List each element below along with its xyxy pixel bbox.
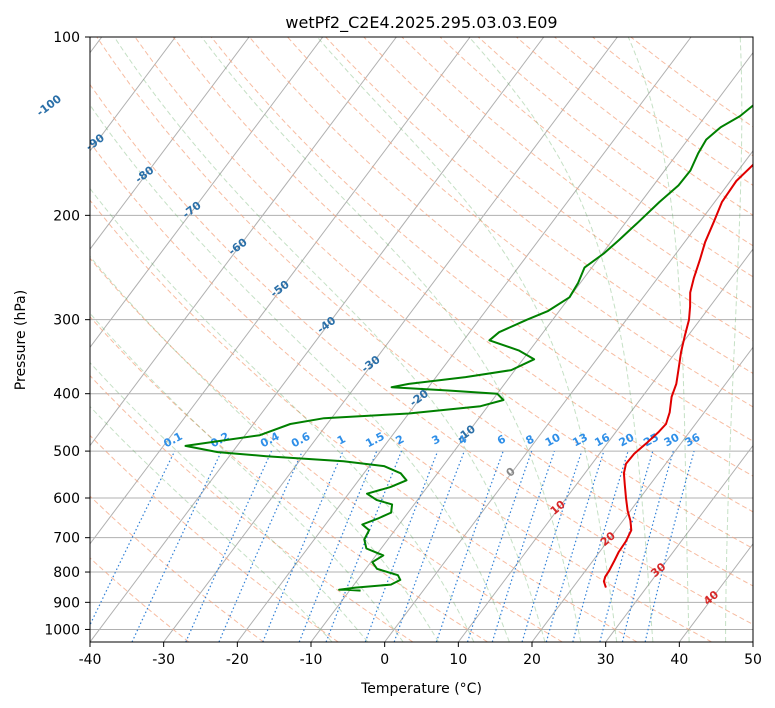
isotherm-line — [90, 37, 250, 250]
mixing-ratio-label: 16 — [592, 431, 612, 450]
y-tick-label: 100 — [53, 30, 80, 46]
mixing-ratio-line — [218, 450, 303, 642]
plot-background — [90, 37, 753, 642]
moist-adiabat-line — [468, 37, 654, 642]
isotherm-line — [531, 346, 753, 642]
mixing-ratio-line — [262, 450, 344, 642]
y-tick-label: 400 — [53, 387, 80, 403]
moist-adiabat-line — [113, 37, 546, 642]
mixing-ratio-line — [599, 450, 654, 642]
mixing-ratio-line — [491, 450, 555, 642]
mixing-ratio-line — [644, 450, 695, 642]
moist-adiabat-line — [627, 37, 690, 642]
isotherm-label: -100 — [34, 92, 64, 119]
isotherm-line — [90, 37, 176, 152]
dry-adiabat-line — [363, 37, 753, 342]
isotherm-line — [384, 150, 753, 642]
moist-adiabat-line — [725, 37, 743, 642]
isotherm-line — [163, 37, 618, 642]
y-tick-label: 900 — [53, 595, 80, 611]
x-tick-label: 30 — [597, 652, 615, 668]
moist-adiabat-line — [90, 405, 333, 642]
dry-adiabat-line — [90, 83, 753, 625]
isotherm-line — [90, 37, 471, 545]
isotherm-line — [236, 37, 692, 642]
isotherm-line — [605, 444, 753, 642]
y-tick-label: 200 — [53, 208, 80, 224]
dry-adiabat-line — [90, 374, 414, 642]
y-tick-label: 600 — [53, 491, 80, 507]
mixing-ratio-line — [572, 450, 629, 642]
dry-adiabat-line — [401, 37, 753, 309]
moist-adiabat-line — [201, 37, 582, 642]
dry-adiabat-line — [90, 434, 339, 642]
dry-adiabat-line — [134, 37, 753, 550]
y-tick-label: 300 — [53, 313, 80, 329]
isotherm-line — [457, 248, 753, 642]
dewpoint-profile-line — [184, 104, 753, 592]
moist-adiabat-line — [90, 187, 475, 642]
moist-adiabat-line — [90, 312, 404, 642]
mixing-ratio-line — [325, 450, 403, 642]
isotherm-line — [752, 641, 753, 642]
x-tick-label: 0 — [380, 652, 389, 668]
dry-adiabat-line — [90, 141, 712, 642]
isotherm-line — [90, 37, 545, 642]
x-axis-label: Temperature (°C) — [360, 681, 482, 697]
isotherm-line — [90, 37, 324, 349]
dry-adiabat-line — [210, 37, 753, 477]
y-tick-label: 800 — [53, 565, 80, 581]
moist-adiabat-line — [90, 255, 439, 642]
moist-adiabat-line — [316, 37, 618, 642]
x-tick-label: -10 — [300, 652, 323, 668]
dry-adiabat-line — [249, 37, 753, 442]
plot-frame — [89, 36, 754, 643]
x-tick-label: 40 — [670, 652, 688, 668]
x-tick-label: -40 — [79, 652, 102, 668]
y-tick-label: 1000 — [44, 622, 80, 638]
mixing-ratio-line — [393, 450, 465, 642]
y-tick-label: 500 — [53, 444, 80, 460]
mixing-ratio-label: 30 — [662, 431, 682, 450]
mixing-ratio-line — [521, 450, 583, 642]
mixing-ratio-label: 36 — [683, 431, 703, 450]
dry-adiabat-line — [172, 37, 753, 513]
x-tick-label: 50 — [744, 652, 762, 668]
mixing-ratio-label: 20 — [617, 431, 637, 450]
mixing-ratio-line — [185, 450, 273, 642]
mixing-ratio-line — [466, 450, 533, 642]
dry-adiabat-line — [90, 557, 190, 642]
dry-adiabat-line — [90, 315, 488, 642]
y-tick-label: 700 — [53, 531, 80, 547]
dry-adiabat-line — [90, 199, 638, 642]
x-tick-label: 10 — [449, 652, 467, 668]
x-tick-label: -30 — [152, 652, 175, 668]
mixing-ratio-line — [364, 450, 439, 642]
y-axis-label: Pressure (hPa) — [13, 290, 29, 390]
chart-title: wetPf2_C2E4.2025.295.03.03.E09 — [285, 13, 557, 33]
isotherm-line — [90, 37, 397, 447]
mixing-ratio-line — [435, 450, 504, 642]
mixing-ratio-line — [545, 450, 605, 642]
mixing-ratio-label: 13 — [570, 431, 590, 450]
moist-adiabat-line — [90, 361, 369, 642]
dry-adiabat-line — [90, 257, 563, 642]
mixing-ratio-line — [90, 450, 176, 627]
mixing-ratio-line — [298, 450, 378, 642]
moist-adiabat-line — [90, 104, 510, 642]
dry-adiabat-line — [325, 37, 753, 374]
mixing-ratio-label: 10 — [543, 431, 563, 450]
x-tick-label: 20 — [523, 652, 541, 668]
temperature-profile-line — [602, 163, 753, 588]
x-tick-label: -20 — [226, 652, 249, 668]
mixing-ratio-line — [621, 450, 674, 642]
